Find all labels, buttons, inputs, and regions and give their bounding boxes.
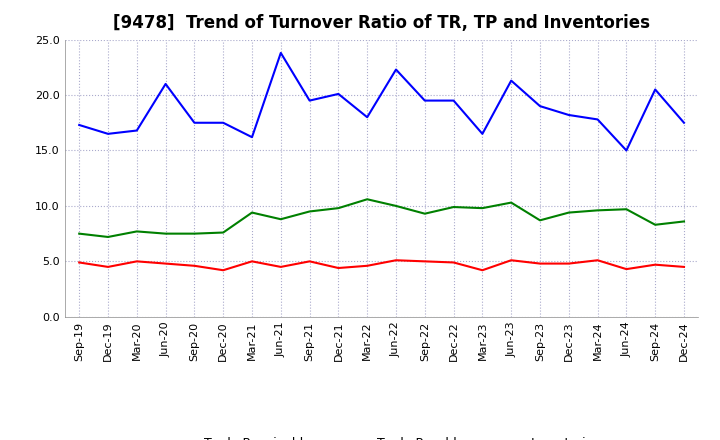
Trade Receivables bbox=[651, 262, 660, 268]
Trade Payables bbox=[305, 98, 314, 103]
Trade Receivables bbox=[161, 261, 170, 266]
Trade Receivables bbox=[190, 263, 199, 268]
Inventories bbox=[248, 210, 256, 215]
Inventories bbox=[363, 197, 372, 202]
Trade Receivables bbox=[248, 259, 256, 264]
Trade Receivables bbox=[132, 259, 141, 264]
Inventories bbox=[622, 207, 631, 212]
Trade Receivables bbox=[104, 264, 112, 270]
Inventories bbox=[161, 231, 170, 236]
Inventories bbox=[276, 216, 285, 222]
Trade Receivables bbox=[334, 265, 343, 271]
Inventories bbox=[334, 205, 343, 211]
Trade Receivables bbox=[75, 260, 84, 265]
Trade Receivables bbox=[305, 259, 314, 264]
Trade Payables bbox=[420, 98, 429, 103]
Trade Payables bbox=[219, 120, 228, 125]
Trade Payables bbox=[75, 122, 84, 128]
Trade Payables bbox=[507, 78, 516, 83]
Trade Receivables bbox=[507, 257, 516, 263]
Inventories bbox=[420, 211, 429, 216]
Trade Receivables bbox=[564, 261, 573, 266]
Inventories bbox=[75, 231, 84, 236]
Trade Payables bbox=[564, 112, 573, 117]
Trade Payables bbox=[449, 98, 458, 103]
Inventories bbox=[593, 208, 602, 213]
Trade Receivables bbox=[420, 259, 429, 264]
Inventories bbox=[507, 200, 516, 205]
Line: Trade Payables: Trade Payables bbox=[79, 53, 684, 150]
Trade Payables bbox=[363, 114, 372, 120]
Trade Receivables bbox=[219, 268, 228, 273]
Trade Receivables bbox=[449, 260, 458, 265]
Inventories bbox=[536, 218, 544, 223]
Inventories bbox=[219, 230, 228, 235]
Trade Payables bbox=[334, 91, 343, 96]
Inventories bbox=[104, 235, 112, 240]
Trade Receivables bbox=[276, 264, 285, 270]
Trade Receivables bbox=[680, 264, 688, 270]
Trade Payables bbox=[104, 131, 112, 136]
Trade Payables bbox=[680, 120, 688, 125]
Title: [9478]  Trend of Turnover Ratio of TR, TP and Inventories: [9478] Trend of Turnover Ratio of TR, TP… bbox=[113, 15, 650, 33]
Trade Payables bbox=[276, 50, 285, 55]
Trade Receivables bbox=[536, 261, 544, 266]
Trade Payables bbox=[161, 81, 170, 87]
Trade Receivables bbox=[363, 263, 372, 268]
Trade Receivables bbox=[593, 257, 602, 263]
Inventories bbox=[564, 210, 573, 215]
Inventories bbox=[651, 222, 660, 227]
Legend: Trade Receivables, Trade Payables, Inventories: Trade Receivables, Trade Payables, Inven… bbox=[157, 432, 606, 440]
Inventories bbox=[132, 229, 141, 234]
Trade Payables bbox=[190, 120, 199, 125]
Trade Receivables bbox=[478, 268, 487, 273]
Inventories bbox=[680, 219, 688, 224]
Trade Receivables bbox=[392, 257, 400, 263]
Line: Inventories: Inventories bbox=[79, 199, 684, 237]
Trade Payables bbox=[248, 135, 256, 140]
Trade Payables bbox=[478, 131, 487, 136]
Inventories bbox=[478, 205, 487, 211]
Trade Payables bbox=[392, 67, 400, 72]
Trade Payables bbox=[132, 128, 141, 133]
Inventories bbox=[190, 231, 199, 236]
Line: Trade Receivables: Trade Receivables bbox=[79, 260, 684, 270]
Trade Payables bbox=[536, 103, 544, 109]
Trade Payables bbox=[651, 87, 660, 92]
Trade Receivables bbox=[622, 267, 631, 272]
Trade Payables bbox=[593, 117, 602, 122]
Inventories bbox=[392, 203, 400, 209]
Inventories bbox=[305, 209, 314, 214]
Trade Payables bbox=[622, 148, 631, 153]
Inventories bbox=[449, 205, 458, 210]
